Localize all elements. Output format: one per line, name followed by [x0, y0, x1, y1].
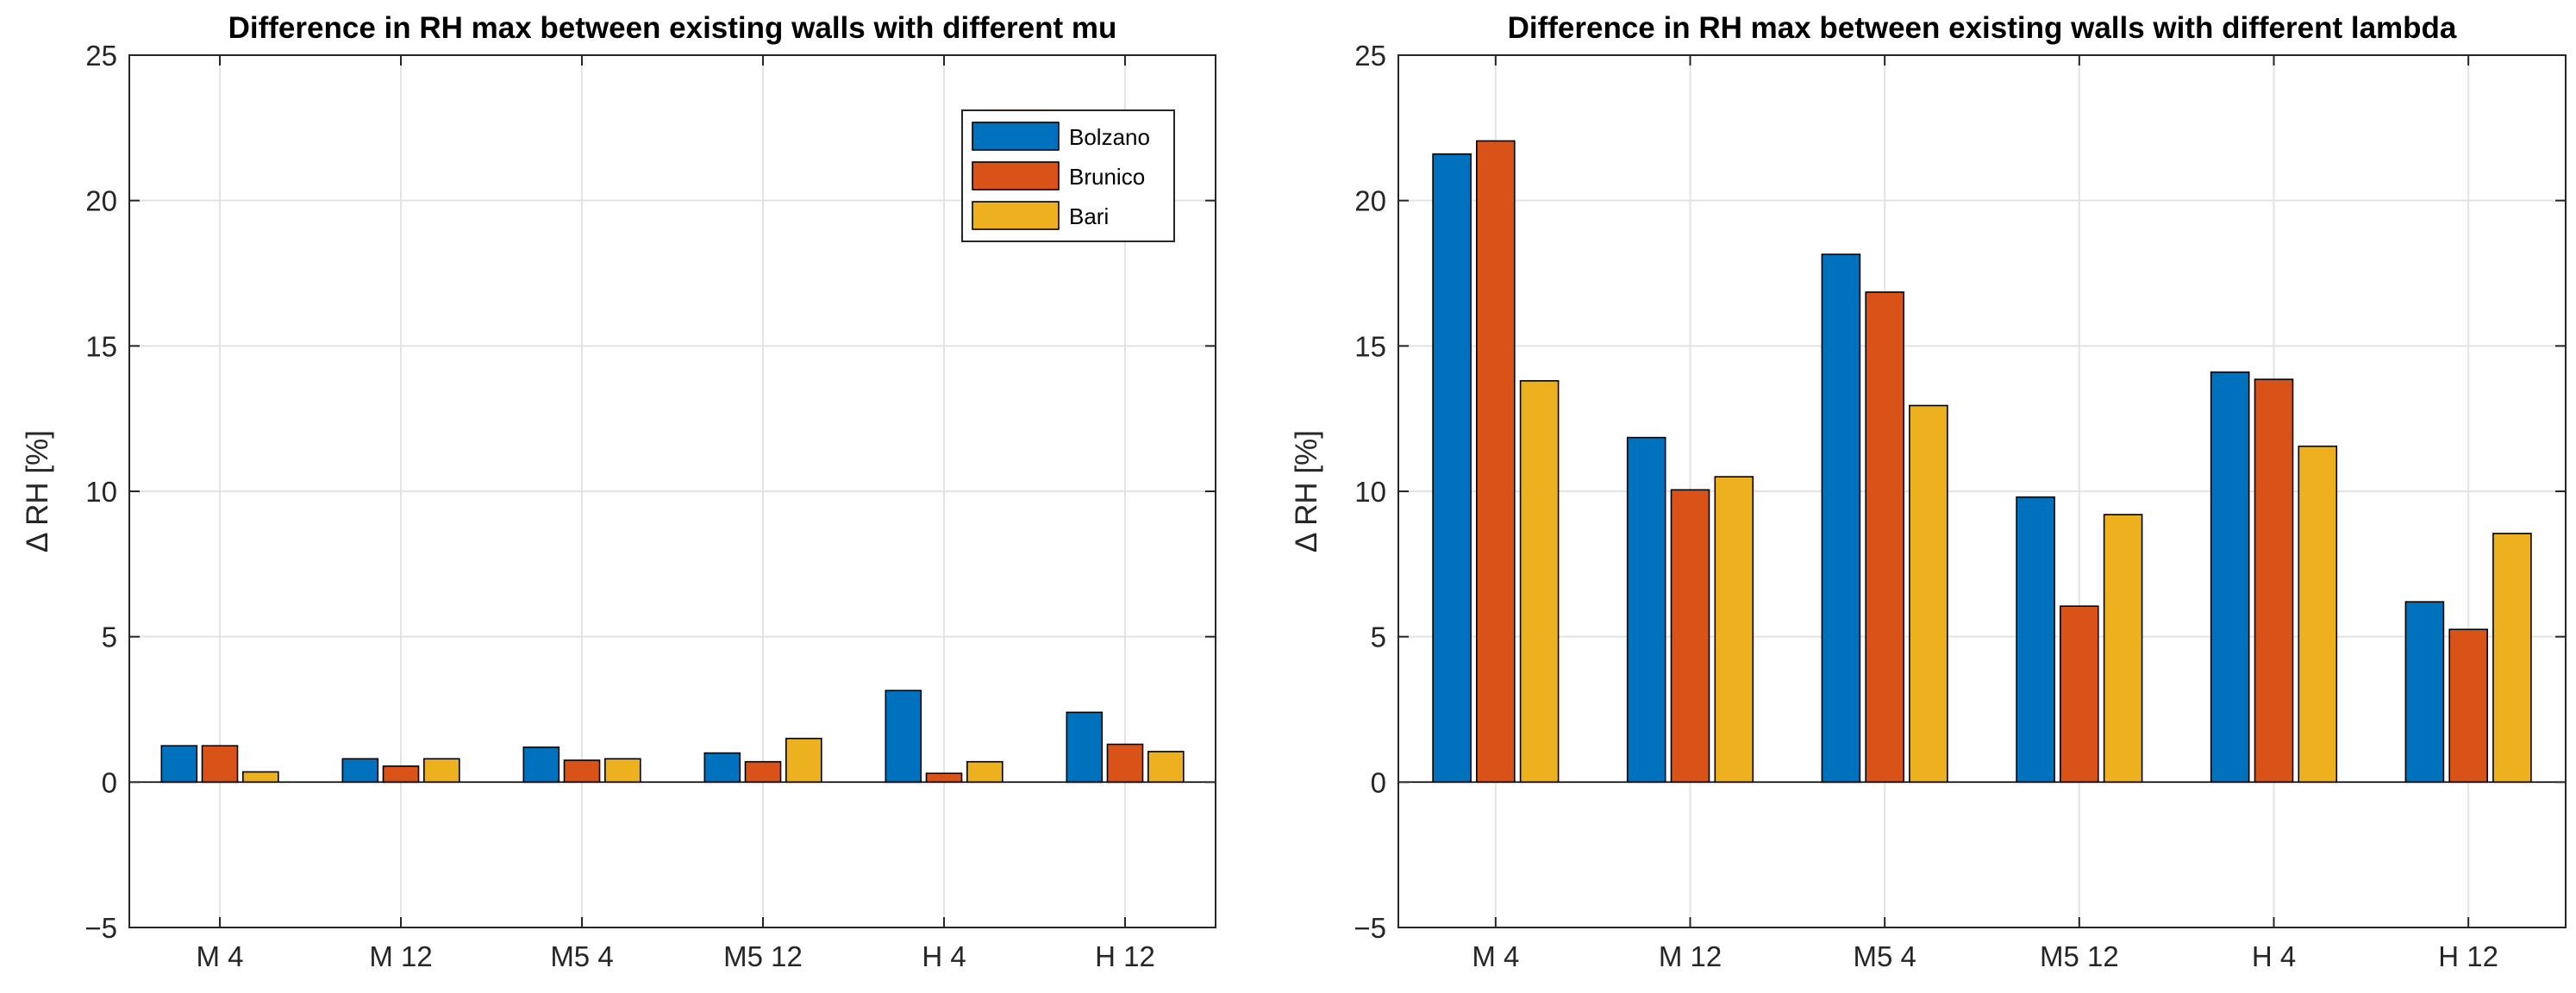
- y-tick-label: 20: [85, 185, 117, 217]
- chart-panel-1: −5 0 5 10 15 20 25 M 4 M 12 M5 4 M5 12 H 4 H 12 Δ RH …: [1290, 11, 2567, 972]
- bar-bolzano-1: [341, 758, 379, 784]
- bar-brunico-4: [925, 772, 963, 784]
- x-tick-label: M 12: [369, 940, 432, 972]
- x-tick-label: M5 4: [550, 940, 613, 972]
- x-tick-label: H 12: [1095, 940, 1155, 972]
- x-tick-label: M5 12: [723, 940, 803, 972]
- x-tick-label: M5 12: [2040, 940, 2119, 972]
- x-tick-label: H 12: [2438, 940, 2498, 972]
- y-tick-label: 20: [1354, 185, 1386, 217]
- bar-bolzano-3: [2016, 496, 2055, 784]
- y-axis-label: Δ RH [%]: [21, 430, 54, 553]
- bar-bari-0: [1519, 379, 1560, 784]
- bar-bari-1: [422, 758, 460, 784]
- bar-brunico-3: [744, 760, 782, 784]
- bar-bolzano-0: [160, 745, 198, 784]
- legend-label-bolzano: Bolzano: [1069, 124, 1150, 150]
- y-axis-label: Δ RH [%]: [1290, 430, 1323, 553]
- bar-bolzano-4: [2210, 371, 2250, 784]
- bar-bari-4: [2298, 445, 2338, 784]
- legend-label-bari: Bari: [1069, 203, 1109, 229]
- x-tick-label: M 4: [1472, 940, 1519, 972]
- bar-bari-0: [241, 771, 279, 784]
- bar-bari-3: [785, 737, 822, 784]
- y-tick-label: 10: [1354, 476, 1386, 508]
- bar-brunico-5: [1106, 743, 1144, 784]
- x-tick-label: M5 4: [1853, 940, 1916, 972]
- chart-title: Difference in RH max between existing wa…: [1508, 11, 2457, 45]
- y-tick-label: −5: [1354, 912, 1386, 944]
- bar-bolzano-5: [1066, 711, 1104, 784]
- bar-brunico-3: [2060, 605, 2099, 784]
- bar-bari-1: [1714, 476, 1754, 784]
- x-tick-label: H 4: [2252, 940, 2296, 972]
- bar-brunico-4: [2254, 378, 2294, 784]
- y-tick-label: 5: [1371, 621, 1386, 653]
- y-tick-label: 25: [1354, 40, 1386, 72]
- legend-swatch-brunico: [972, 161, 1060, 190]
- x-tick-label: M 4: [196, 940, 243, 972]
- legend-swatch-bolzano: [972, 122, 1060, 151]
- legend: Bolzano Brunico Bari: [961, 109, 1175, 242]
- bar-bolzano-1: [1626, 436, 1666, 784]
- bar-bari-3: [2103, 514, 2143, 784]
- y-tick-label: 15: [85, 330, 117, 362]
- bar-bolzano-0: [1432, 153, 1472, 784]
- bar-bari-4: [966, 760, 1004, 784]
- x-tick-label: H 4: [922, 940, 966, 972]
- bar-brunico-0: [1476, 140, 1516, 784]
- y-tick-label: 15: [1354, 330, 1386, 362]
- bar-brunico-1: [382, 765, 420, 784]
- chart-panel-0: −5 0 5 10 15 20 25 M 4 M 12 M5 4 M5 12 H 4 H 12 Δ RH …: [21, 11, 1216, 972]
- legend-label-brunico: Brunico: [1069, 164, 1145, 190]
- bar-bari-2: [603, 758, 641, 784]
- bar-bolzano-4: [885, 690, 922, 784]
- bar-bolzano-3: [703, 752, 741, 784]
- bar-bari-5: [2492, 533, 2532, 784]
- chart-title: Difference in RH max between existing wa…: [228, 11, 1117, 45]
- bar-brunico-5: [2448, 628, 2488, 784]
- bar-brunico-1: [1670, 489, 1710, 784]
- bar-brunico-2: [563, 759, 601, 784]
- y-tick-label: 10: [85, 476, 117, 508]
- y-tick-label: 0: [102, 766, 117, 798]
- bar-bari-2: [1909, 404, 1948, 784]
- bar-bari-5: [1147, 751, 1185, 784]
- bar-brunico-0: [201, 745, 239, 784]
- bar-bolzano-5: [2404, 601, 2445, 784]
- bar-bolzano-2: [1821, 253, 1861, 784]
- bar-bolzano-2: [522, 746, 560, 784]
- legend-swatch-bari: [972, 201, 1060, 230]
- y-tick-label: 0: [1371, 766, 1386, 798]
- y-tick-label: 25: [85, 40, 117, 72]
- y-tick-label: 5: [102, 621, 117, 653]
- bar-brunico-2: [1865, 291, 1904, 784]
- y-tick-label: −5: [84, 912, 117, 944]
- x-tick-label: M 12: [1659, 940, 1722, 972]
